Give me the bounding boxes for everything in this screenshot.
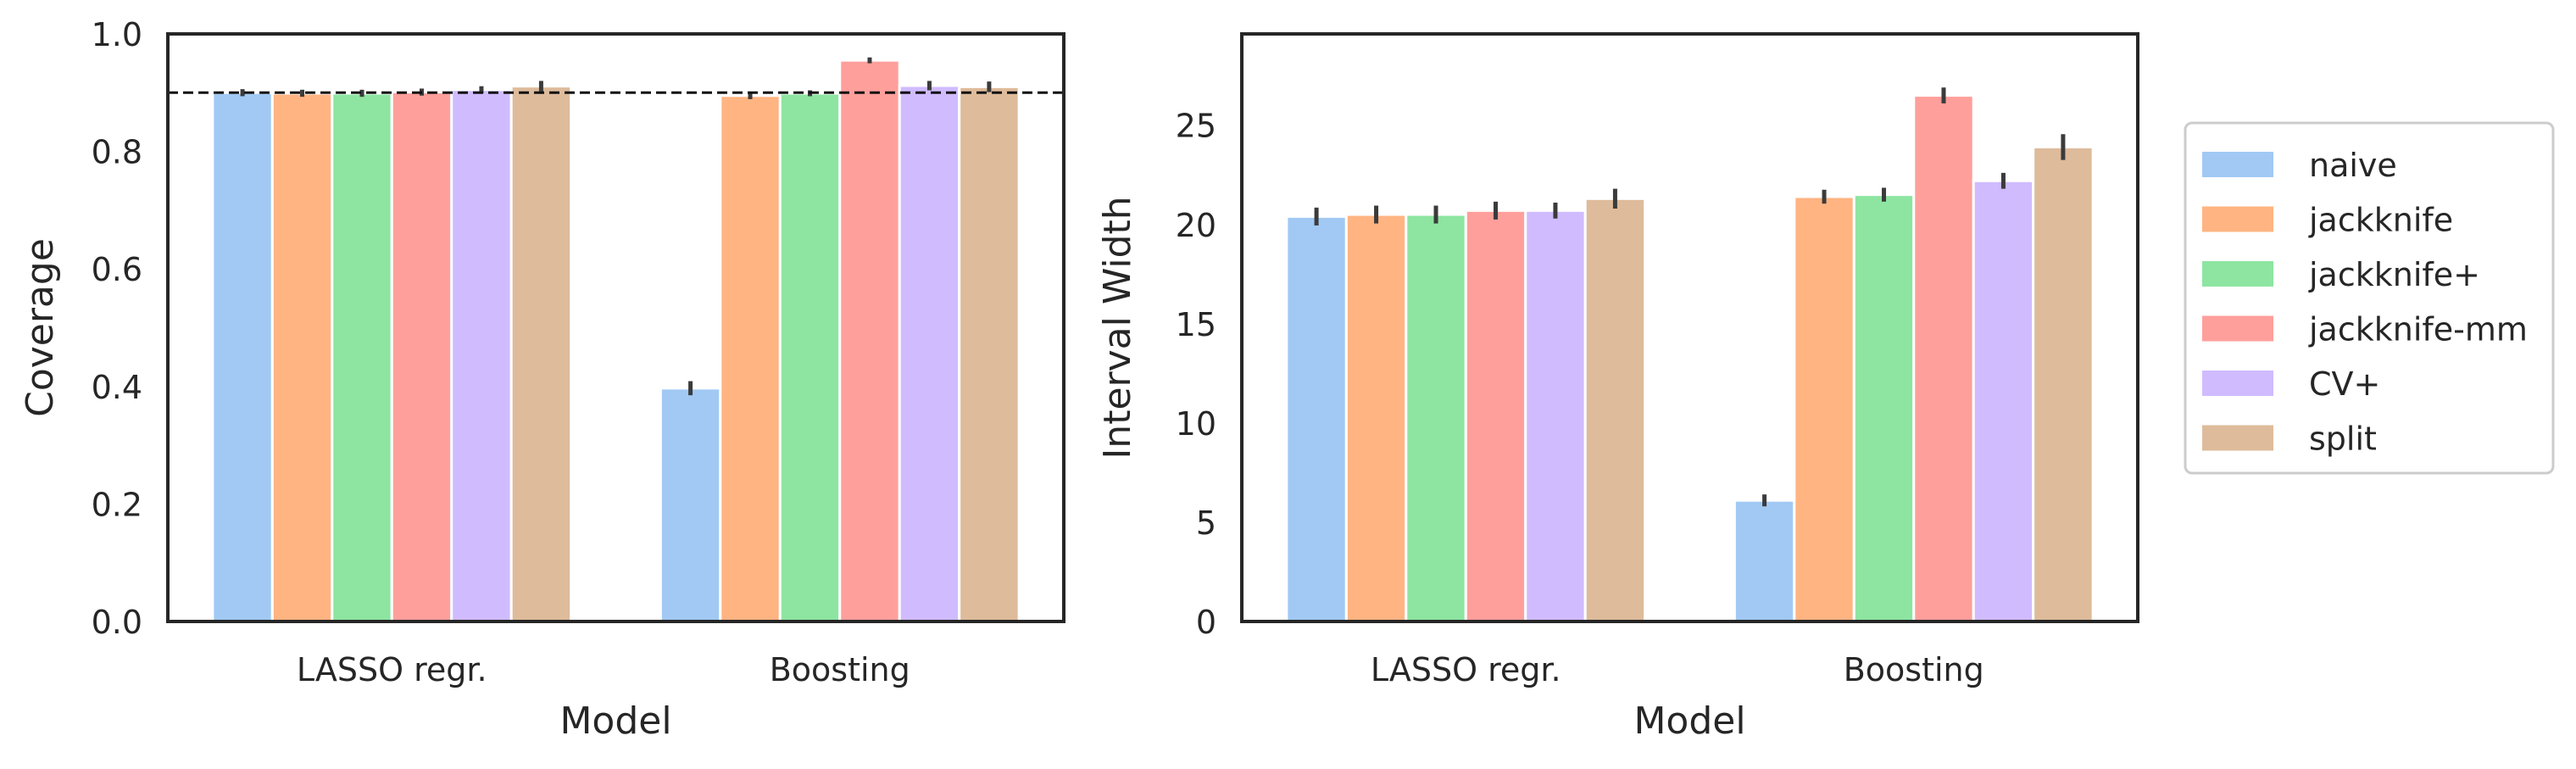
legend-swatch-jackknife	[2202, 206, 2273, 232]
legend-swatch-split	[2202, 425, 2273, 451]
x-tick-label: Boosting	[1844, 651, 1984, 688]
y-axis-label: Interval Width	[1096, 196, 1139, 459]
bar-split-1	[2032, 145, 2095, 623]
bar-jackknife-mm-0	[1464, 209, 1527, 623]
bar-jackknife+-0	[331, 92, 393, 623]
bar-naive-0	[1285, 215, 1348, 623]
bar-split-0	[509, 85, 573, 623]
bar-jackknife+-0	[1405, 213, 1467, 623]
legend-label: naive	[2309, 147, 2397, 184]
legend-swatch-jackknife-mm	[2202, 315, 2273, 342]
bar-jackknife-mm-1	[838, 59, 901, 623]
bar-CV+-1	[898, 84, 961, 623]
x-tick-label: Boosting	[770, 651, 910, 688]
bar-jackknife-0	[270, 92, 334, 623]
x-tick-label: LASSO regr.	[1371, 651, 1561, 688]
coverage-chart: 0.0 0.2 0.4 0.6 0.8 1.0 LASSO regr. Boosting Mod…	[19, 16, 1065, 743]
y-tick-label: 5	[1196, 504, 1216, 542]
y-tick-label: 15	[1176, 306, 1216, 343]
y-tick-label: 0.8	[92, 134, 142, 171]
bar-jackknife+-1	[1852, 193, 1916, 623]
y-axis-label: Coverage	[19, 238, 62, 417]
bar-jackknife+-1	[778, 92, 842, 623]
bar-split-0	[1583, 197, 1647, 623]
y-tick-label: 0	[1196, 604, 1216, 641]
y-tick-label: 0.2	[92, 486, 142, 523]
bar-split-1	[958, 85, 1021, 623]
plot-frame	[1240, 32, 2139, 623]
x-axis-label: Model	[559, 699, 671, 743]
interval-width-chart: 0 5 10 15 20 25 LASSO regr. Boosting Model Interv…	[1096, 32, 2139, 743]
bar-CV+-0	[1524, 209, 1587, 623]
bar-jackknife-1	[1793, 195, 1855, 623]
y-tick-label: 0.0	[92, 604, 142, 641]
bar-jackknife-0	[1344, 213, 1408, 623]
y-tick-label: 1.0	[92, 16, 142, 53]
y-tick-label: 10	[1176, 405, 1216, 443]
legend-box	[2184, 121, 2555, 475]
bar-jackknife-1	[719, 94, 782, 623]
legend: naive jackknife jackknife+ jackknife-mm CV+ s…	[2184, 121, 2555, 475]
plot-frame	[166, 32, 1065, 623]
y-tick-label: 20	[1176, 207, 1216, 244]
bar-naive-0	[211, 91, 274, 623]
y-tick-label: 25	[1176, 108, 1216, 145]
legend-swatch-jackknife+	[2202, 261, 2273, 287]
x-axis-label: Model	[1633, 699, 1745, 743]
bar-jackknife-mm-0	[390, 91, 453, 623]
legend-label: jackknife	[2308, 202, 2453, 239]
x-tick-label: LASSO regr.	[297, 651, 487, 688]
y-tick-label: 0.4	[92, 369, 142, 406]
legend-label: CV+	[2309, 365, 2380, 403]
legend-swatch-CV+	[2202, 371, 2273, 396]
y-tick-label: 0.6	[92, 251, 142, 288]
bar-jackknife-mm-1	[1912, 94, 1975, 623]
legend-swatch-naive	[2202, 152, 2273, 177]
bar-CV+-1	[1972, 179, 2035, 623]
bar-naive-1	[1733, 499, 1796, 623]
bar-CV+-0	[450, 88, 513, 623]
legend-label: jackknife-mm	[2308, 311, 2528, 348]
legend-label: split	[2309, 421, 2377, 458]
legend-label: jackknife+	[2308, 256, 2480, 293]
bar-naive-1	[659, 387, 722, 623]
